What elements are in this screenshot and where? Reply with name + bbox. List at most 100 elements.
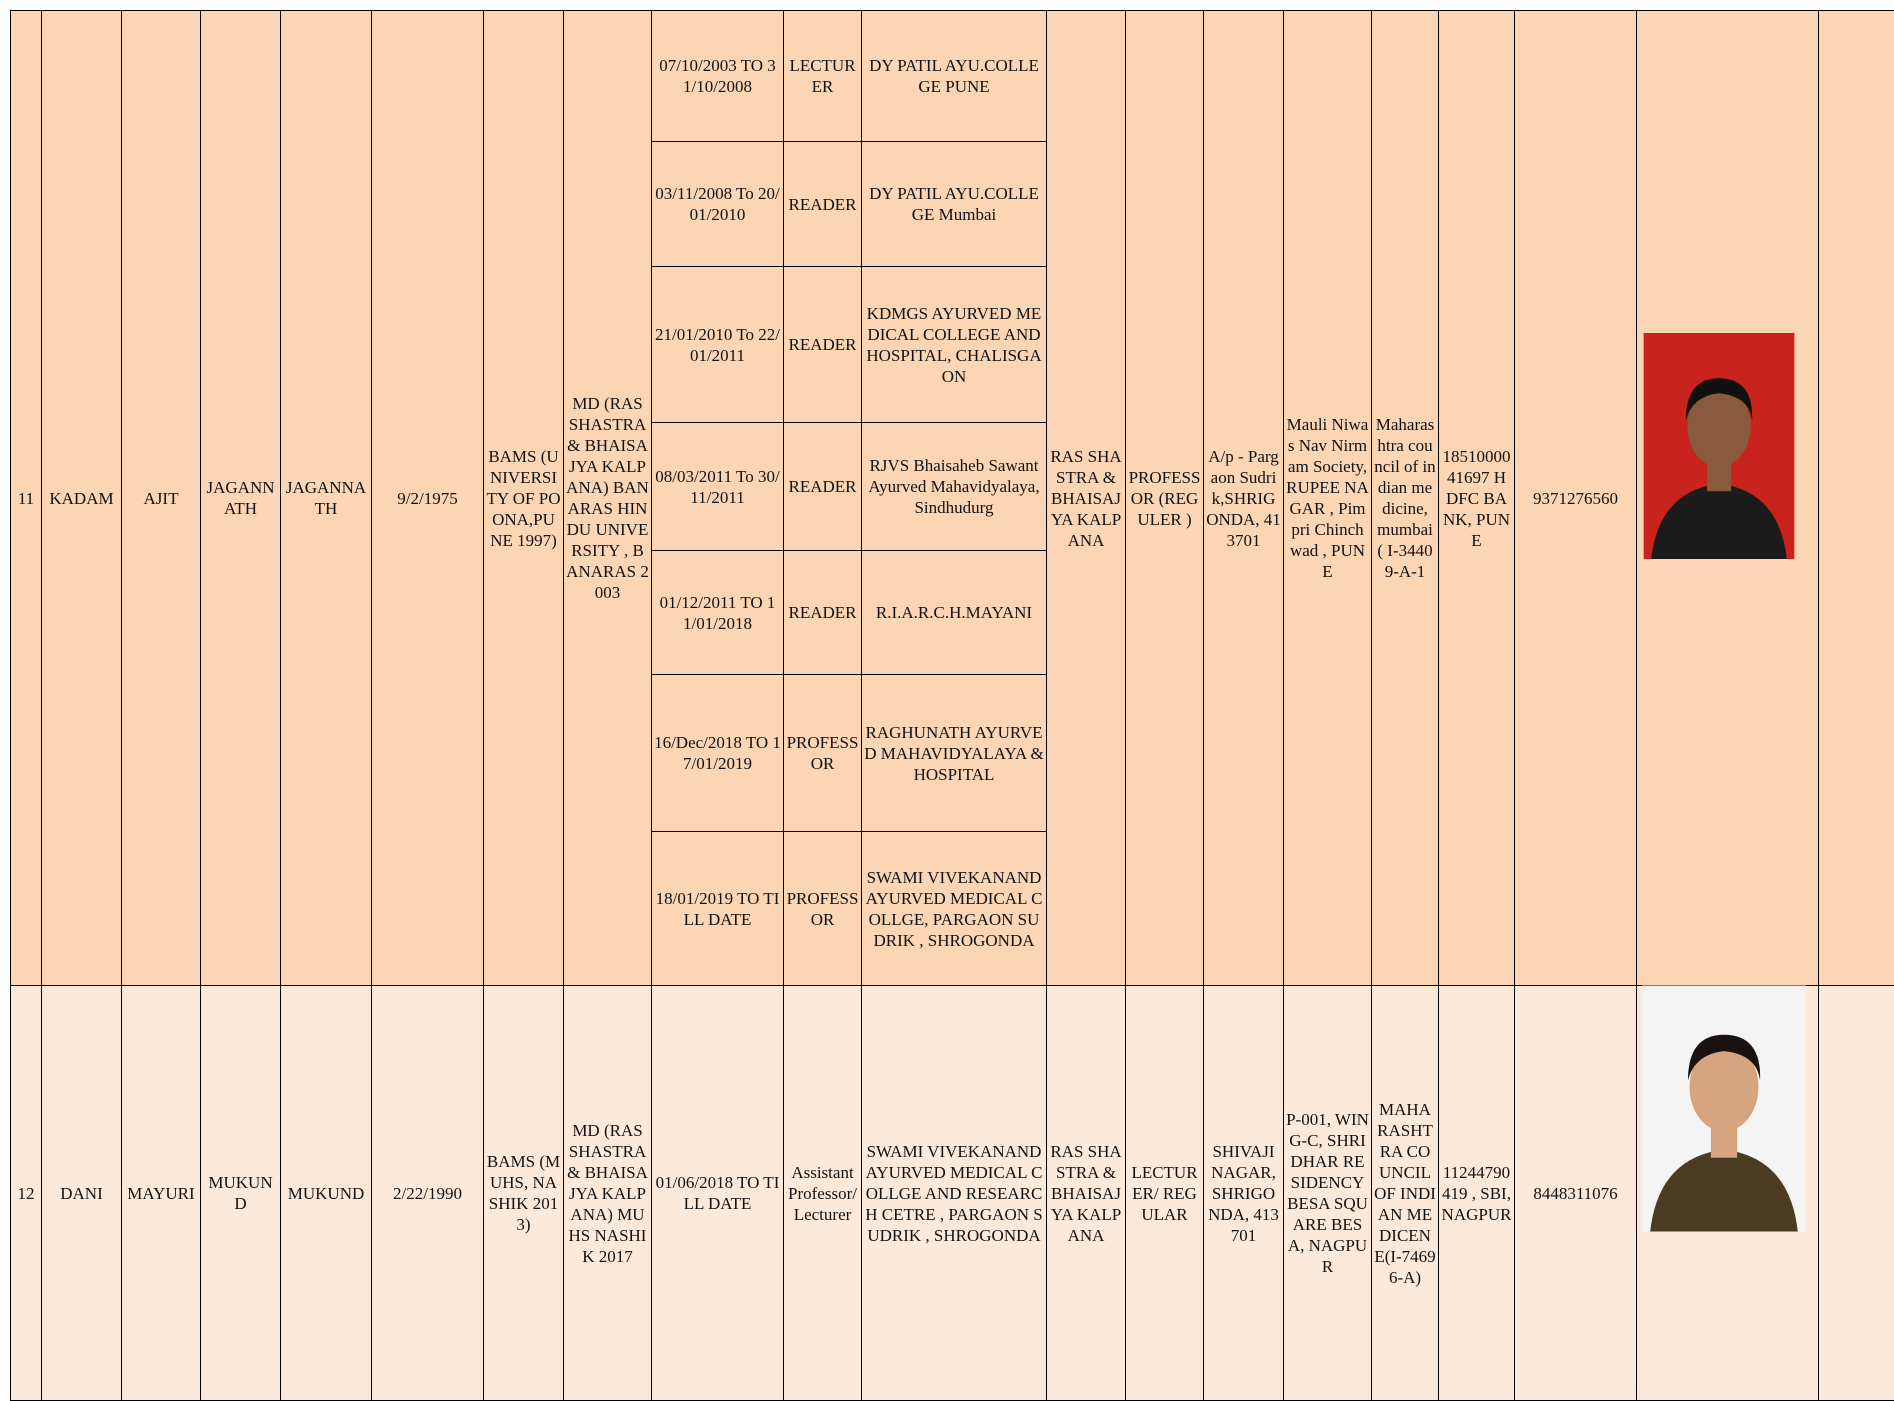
cell-text: 16/Dec/2018 TO 17/01/2019 xyxy=(654,733,781,773)
cell-text: 07/10/2003 TO 31/10/2008 xyxy=(659,56,776,96)
cell-text: DY PATIL AYU.COLLEGE Mumbai xyxy=(869,184,1039,224)
surname-cell: DANI xyxy=(41,985,122,1401)
name-cell: AJIT xyxy=(121,10,201,986)
experience-period: 01/06/2018 TO TILL DATE xyxy=(651,985,784,1401)
experience-college: DY PATIL AYU.COLLEGE Mumbai xyxy=(861,141,1047,267)
cell-text: MD (RAS SHASTRA & BHAISAJYA KALPANA) MUH… xyxy=(567,1120,648,1266)
cell-text: MD (RAS SHASTRA & BHAISAJYA KALPANA) BAN… xyxy=(566,394,649,602)
cell-text: SWAMI VIVEKANAND AYURVED MEDICAL COLLGE,… xyxy=(865,867,1043,950)
cell-text: MUKUND xyxy=(287,1183,365,1203)
experience-period: 16/Dec/2018 TO 17/01/2019 xyxy=(651,674,784,832)
cell-text: 21/01/2010 To 22/01/2011 xyxy=(654,324,781,365)
cell-text: RJVS Bhaisaheb Sawant Ayurved Mahavidyal… xyxy=(868,456,1040,517)
cell-text: 2/22/1990 xyxy=(393,1183,462,1203)
cell-text: 08/03/2011 To 30/11/2011 xyxy=(655,466,780,507)
experience-college: SWAMI VIVEKANAND AYURVED MEDICAL COLLGE,… xyxy=(861,831,1047,986)
cell-text: BAMS (MUHS, NASHIK 2013) xyxy=(486,1152,561,1234)
experience-period: 21/01/2010 To 22/01/2011 xyxy=(651,266,784,423)
cell-text: JAGANNATH xyxy=(206,478,275,518)
experience-period: 18/01/2019 TO TILL DATE xyxy=(651,831,784,986)
ug-cell: BAMS (UNIVERSITY OF POONA,PUNE 1997) xyxy=(483,10,564,986)
residence-cell: P-001, WING-C, SHRIDHAR RESIDENCY BESA S… xyxy=(1283,985,1372,1401)
cell-text: 11 xyxy=(17,488,35,508)
cell-text: MAYURI xyxy=(127,1183,195,1203)
address-cell: A/p - Pargaon Sudrik,SHRIGONDA, 413701 xyxy=(1203,10,1284,986)
experience-college: RAGHUNATH AYURVED MAHAVIDYALAYA & HOSPIT… xyxy=(861,674,1047,832)
sr-cell: 11 xyxy=(10,10,42,986)
cell-text: P-001, WING-C, SHRIDHAR RESIDENCY BESA S… xyxy=(1286,1110,1369,1276)
middle-cell: MUKUND xyxy=(280,985,372,1401)
experience-designation: READER xyxy=(783,550,862,675)
experience-college: DY PATIL AYU.COLLEGE PUNE xyxy=(861,10,1047,142)
cell-text: PROFESSOR xyxy=(786,733,859,773)
middle-cell: JAGANNATH xyxy=(280,10,372,986)
department-cell: RAS SHASTRA & BHAISAJYA KALPANA xyxy=(1046,985,1126,1401)
address-cell: SHIVAJI NAGAR, SHRIGONDA, 413701 xyxy=(1203,985,1284,1401)
cell-text: DY PATIL AYU.COLLEGE PUNE xyxy=(869,56,1039,96)
cell-text: Mauli Niwas Nav Nirmam Society,RUPEE NAG… xyxy=(1286,415,1369,581)
bank-cell: 11244790419 , SBI, NAGPUR xyxy=(1438,985,1515,1401)
cell-text: 8448311076 xyxy=(1533,1183,1618,1203)
dob-cell: 9/2/1975 xyxy=(371,10,484,986)
name-cell: MAYURI xyxy=(121,985,201,1401)
cell-text: PROFESSOR (REGULER ) xyxy=(1128,467,1201,529)
cell-text: 18/01/2019 TO TILL DATE xyxy=(655,888,780,929)
cell-text: MAHARASHTRA COUNCIL OF INDIAN MEDICENE(I… xyxy=(1374,1099,1436,1287)
council-cell: Maharashtra council of indian medicine, … xyxy=(1371,10,1439,986)
cell-text: KADAM xyxy=(49,488,114,508)
cell-text: 03/11/2008 To 20/01/2010 xyxy=(655,184,780,224)
dob-cell: 2/22/1990 xyxy=(371,985,484,1401)
cell-text: RAS SHASTRA & BHAISAJYA KALPANA xyxy=(1050,446,1122,550)
cell-text: READER xyxy=(788,603,857,622)
experience-college: KDMGS AYURVED MEDICAL COLLEGE AND HOSPIT… xyxy=(861,266,1047,423)
cell-text: PROFESSOR xyxy=(786,888,859,929)
experience-designation: Assistant Professor/ Lecturer xyxy=(783,985,862,1401)
experience-college: RJVS Bhaisaheb Sawant Ayurved Mahavidyal… xyxy=(861,422,1047,551)
cell-text: RAGHUNATH AYURVED MAHAVIDYALAYA & HOSPIT… xyxy=(864,722,1044,784)
experience-period: 07/10/2003 TO 31/10/2008 xyxy=(651,10,784,142)
bank-cell: 1851000041697 HDFC BANK, PUNE xyxy=(1438,10,1515,986)
cell-text: READER xyxy=(788,477,857,496)
sr-cell: 12 xyxy=(10,985,42,1401)
residence-cell: Mauli Niwas Nav Nirmam Society,RUPEE NAG… xyxy=(1283,10,1372,986)
empty-cell xyxy=(1818,985,1894,1401)
designation-cell: PROFESSOR (REGULER ) xyxy=(1125,10,1204,986)
cell-text: BAMS (UNIVERSITY OF POONA,PUNE 1997) xyxy=(486,446,561,550)
experience-designation: PROFESSOR xyxy=(783,674,862,832)
pg-cell: MD (RAS SHASTRA & BHAISAJYA KALPANA) BAN… xyxy=(563,10,652,986)
cell-text: A/p - Pargaon Sudrik,SHRIGONDA, 413701 xyxy=(1206,446,1281,550)
cell-text: Maharashtra council of indian medicine, … xyxy=(1374,415,1436,581)
pg-cell: MD (RAS SHASTRA & BHAISAJYA KALPANA) MUH… xyxy=(563,985,652,1401)
department-cell: RAS SHASTRA & BHAISAJYA KALPANA xyxy=(1046,10,1126,986)
cell-text: KDMGS AYURVED MEDICAL COLLEGE AND HOSPIT… xyxy=(866,303,1042,386)
cell-text: SHIVAJI NAGAR, SHRIGONDA, 413701 xyxy=(1208,1141,1279,1245)
cell-text: R.I.A.R.C.H.MAYANI xyxy=(875,603,1033,622)
cell-text: MUKUND xyxy=(208,1173,273,1213)
cell-text: AJIT xyxy=(143,488,179,508)
sheet: 11 KADAM AJIT JAGANNATH JAGANNATH 9/2/1975 BAM… xyxy=(10,10,1894,1401)
experience-college: SWAMI VIVEKANAND AYURVED MEDICAL COLLGE … xyxy=(861,985,1047,1401)
photo xyxy=(1642,985,1806,1232)
cell-text: LECTURER xyxy=(789,56,856,96)
cell-text: 12 xyxy=(17,1183,35,1203)
experience-designation: PROFESSOR xyxy=(783,831,862,986)
cell-text: 9/2/1975 xyxy=(397,488,458,508)
council-cell: MAHARASHTRA COUNCIL OF INDIAN MEDICENE(I… xyxy=(1371,985,1439,1401)
cell-text: 01/06/2018 TO TILL DATE xyxy=(655,1173,780,1213)
surname-cell: KADAM xyxy=(41,10,122,986)
designation-cell: LECTURER/ REGULAR xyxy=(1125,985,1204,1401)
cell-text: RAS SHASTRA & BHAISAJYA KALPANA xyxy=(1050,1141,1122,1245)
cell-text: READER xyxy=(788,194,857,214)
cell-text: 11244790419 , SBI, NAGPUR xyxy=(1441,1162,1512,1224)
experience-college: R.I.A.R.C.H.MAYANI xyxy=(861,550,1047,675)
cell-text: 1851000041697 HDFC BANK, PUNE xyxy=(1442,446,1511,550)
mobile-cell: 9371276560 xyxy=(1514,10,1637,986)
empty-cell xyxy=(1818,10,1894,986)
mobile-cell: 8448311076 xyxy=(1514,985,1637,1401)
father-cell: MUKUND xyxy=(200,985,281,1401)
ug-cell: BAMS (MUHS, NASHIK 2013) xyxy=(483,985,564,1401)
cell-text: JAGANNATH xyxy=(285,478,367,518)
cell-text: LECTURER/ REGULAR xyxy=(1131,1162,1198,1224)
cell-text: Assistant Professor/ Lecturer xyxy=(788,1162,857,1224)
cell-text: SWAMI VIVEKANAND AYURVED MEDICAL COLLGE … xyxy=(865,1141,1043,1245)
